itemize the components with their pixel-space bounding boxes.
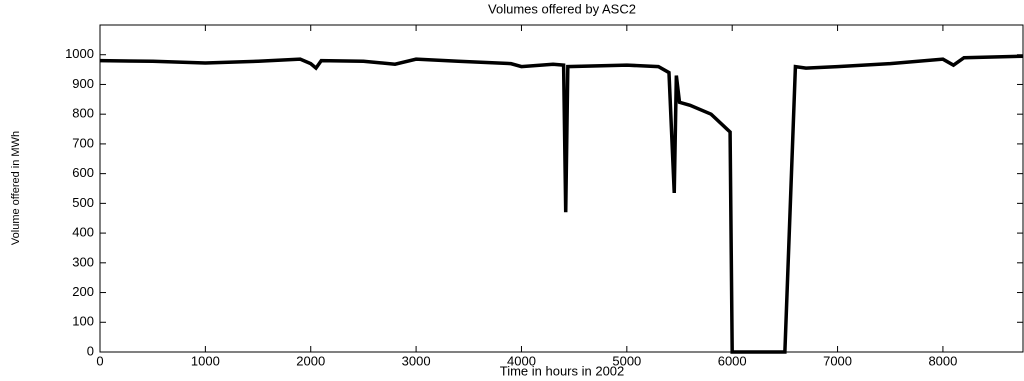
x-tick-label: 5000 xyxy=(612,353,641,368)
y-tick-label: 300 xyxy=(72,254,94,269)
x-tick-label: 2000 xyxy=(296,353,325,368)
y-tick-label: 900 xyxy=(72,76,94,91)
x-tick-label: 0 xyxy=(96,353,103,368)
y-tick-label: 400 xyxy=(72,225,94,240)
data-line xyxy=(99,54,1024,354)
plot-frame xyxy=(99,24,1024,353)
y-axis-label: Volume offered in MWh xyxy=(10,131,22,245)
y-tick-label: 1000 xyxy=(65,46,94,61)
y-tick-label: 500 xyxy=(72,195,94,210)
x-tick-label: 3000 xyxy=(402,353,431,368)
x-tick-label: 1000 xyxy=(191,353,220,368)
x-tick-label: 4000 xyxy=(507,353,536,368)
x-tick-label: 6000 xyxy=(718,353,747,368)
y-tick-label: 0 xyxy=(87,343,94,358)
y-tick-label: 200 xyxy=(72,284,94,299)
x-tick-label: 8000 xyxy=(928,353,957,368)
y-tick-label: 600 xyxy=(72,165,94,180)
x-axis-label: Time in hours in 2002 xyxy=(500,363,625,378)
x-tick-label: 7000 xyxy=(823,353,852,368)
y-tick-label: 700 xyxy=(72,135,94,150)
y-tick-label: 100 xyxy=(72,314,94,329)
chart-title: Volumes offered by ASC2 xyxy=(488,1,636,16)
y-tick-label: 800 xyxy=(72,106,94,121)
